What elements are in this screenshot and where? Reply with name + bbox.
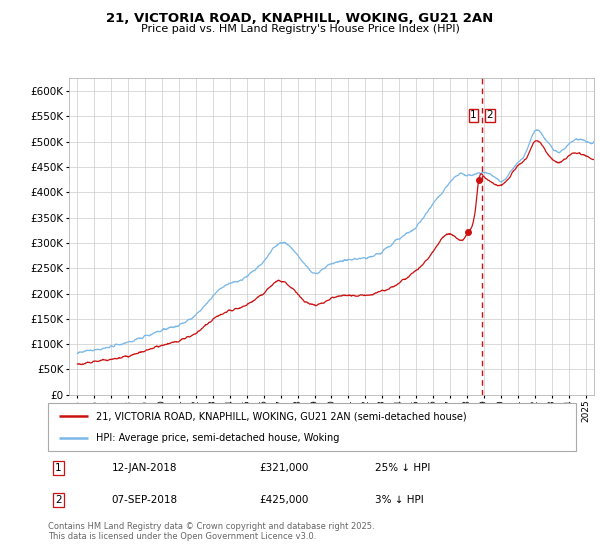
Text: 2: 2 (487, 110, 493, 120)
Text: 25% ↓ HPI: 25% ↓ HPI (376, 463, 431, 473)
Text: 21, VICTORIA ROAD, KNAPHILL, WOKING, GU21 2AN (semi-detached house): 21, VICTORIA ROAD, KNAPHILL, WOKING, GU2… (95, 411, 466, 421)
Text: £321,000: £321,000 (259, 463, 308, 473)
Text: 1: 1 (55, 463, 62, 473)
FancyBboxPatch shape (48, 403, 576, 451)
Text: Contains HM Land Registry data © Crown copyright and database right 2025.
This d: Contains HM Land Registry data © Crown c… (48, 522, 374, 542)
Text: 21, VICTORIA ROAD, KNAPHILL, WOKING, GU21 2AN: 21, VICTORIA ROAD, KNAPHILL, WOKING, GU2… (106, 12, 494, 25)
Text: £425,000: £425,000 (259, 495, 308, 505)
Text: 1: 1 (470, 110, 477, 120)
Text: 12-JAN-2018: 12-JAN-2018 (112, 463, 177, 473)
Text: 07-SEP-2018: 07-SEP-2018 (112, 495, 178, 505)
Text: Price paid vs. HM Land Registry's House Price Index (HPI): Price paid vs. HM Land Registry's House … (140, 24, 460, 34)
Text: 2: 2 (55, 495, 62, 505)
Text: HPI: Average price, semi-detached house, Woking: HPI: Average price, semi-detached house,… (95, 433, 339, 443)
Text: 3% ↓ HPI: 3% ↓ HPI (376, 495, 424, 505)
